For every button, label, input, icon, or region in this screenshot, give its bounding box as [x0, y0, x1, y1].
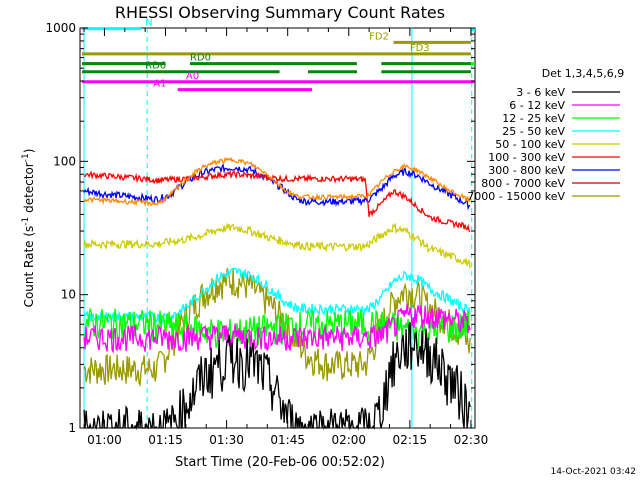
- plot-area: [79, 27, 476, 429]
- state-bar-label-a1: A1: [153, 79, 166, 90]
- chart-title: RHESSI Observing Summary Count Rates: [115, 3, 445, 22]
- legend-title: Det 1,3,4,5,6,9: [542, 67, 625, 80]
- series-line-3-6-kev: [83, 321, 471, 431]
- x-tick-label-02-00: 02:00: [331, 433, 366, 447]
- x-axis-label: Start Time (20-Feb-06 00:52:02): [175, 455, 385, 470]
- series-line-100-300-kev: [83, 169, 471, 233]
- x-tick-label-02-30: 02:30: [454, 433, 489, 447]
- legend-label-12-25-kev: 12 - 25 keV: [502, 112, 565, 125]
- series-line-orange: [83, 156, 471, 208]
- state-bar-label-fd2: FD2: [369, 31, 389, 42]
- x-tick-label-01-15: 01:15: [148, 433, 183, 447]
- series-line-6-12-kev: [83, 304, 471, 354]
- series-line-25-50-kev: [83, 267, 471, 324]
- x-tick-label-02-15: 02:15: [393, 433, 428, 447]
- state-bars: N FD2 FD3 RD0 RD6 A0 A1: [82, 18, 475, 92]
- timestamp: 14-Oct-2021 03:42: [551, 467, 636, 477]
- legend-label-100-300-kev: 100 - 300 keV: [488, 151, 565, 164]
- series-lines: [83, 156, 471, 431]
- state-bar-label-n: N: [145, 18, 152, 29]
- state-bar-label-rd0: RD0: [190, 53, 211, 64]
- attenuator-markers: [83, 28, 473, 428]
- y-axis-label-sup: -1: [21, 217, 31, 226]
- y-tick-label-1: 1: [68, 421, 76, 435]
- y-tick-label-100: 100: [53, 154, 76, 168]
- legend-label-300-800-kev: 300 - 800 keV: [488, 164, 565, 177]
- y-axis-label: Count Rate (s-1 detector-1): [21, 149, 36, 308]
- state-bar-label-rd6: RD6: [145, 61, 166, 72]
- state-bar-label-a0: A0: [186, 71, 199, 82]
- legend-label-7000-15000-kev: 7000 - 15000 keV: [467, 190, 565, 203]
- y-axis-label-tail: detector: [22, 162, 36, 217]
- state-bar-label-fd3: FD3: [410, 43, 430, 54]
- x-tick-label-01-00: 01:00: [87, 433, 122, 447]
- x-tick-label-01-45: 01:45: [270, 433, 305, 447]
- y-tick-label-1000: 1000: [45, 21, 76, 35]
- series-line-12-25-kev: [83, 307, 471, 350]
- y-axis-label-end: ): [22, 149, 36, 154]
- legend-label-25-50-kev: 25 - 50 keV: [502, 125, 565, 138]
- y-axis-label-main: Count Rate (s: [22, 226, 36, 308]
- y-tick-label-10: 10: [61, 288, 76, 302]
- x-tick-label-01-30: 01:30: [209, 433, 244, 447]
- legend-label-50-100-kev: 50 - 100 keV: [495, 138, 565, 151]
- axes: 01:00 01:15 01:30 01:45 02:00 02:15 02:30 1 10 10…: [45, 21, 488, 447]
- series-line-50-100-kev: [83, 222, 471, 268]
- legend-label-6-12-kev: 6 - 12 keV: [509, 99, 565, 112]
- legend-label-800-7000-kev: 800 - 7000 keV: [481, 177, 565, 190]
- y-axis-label-sup2: -1: [21, 153, 31, 162]
- legend-label-3-6-kev: 3 - 6 keV: [516, 86, 565, 99]
